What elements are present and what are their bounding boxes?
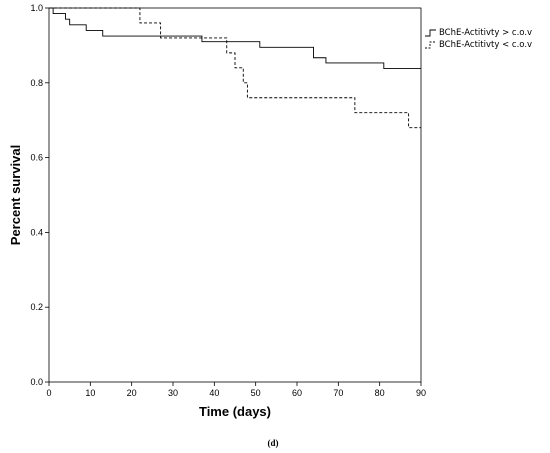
y-axis-title: Percent survival (8, 145, 23, 245)
x-tick-label: 0 (46, 388, 51, 398)
x-tick-label: 40 (209, 388, 219, 398)
y-tick-label: 0.6 (30, 153, 43, 163)
legend-label-2: BChE-Actitivty < c.o.v (439, 40, 532, 50)
y-tick-label: 1.0 (30, 3, 43, 13)
y-tick-label: 0.2 (30, 302, 43, 312)
y-axis: 0.0 0.2 0.4 0.6 0.8 1.0 (30, 3, 49, 387)
legend-label-1: BChE-Actitivty > c.o.v (439, 28, 532, 38)
x-tick-label: 80 (375, 388, 385, 398)
plot-frame (48, 7, 422, 383)
y-tick-label: 0.4 (30, 227, 43, 237)
x-tick-label: 20 (127, 388, 137, 398)
x-axis-title: Time (days) (199, 404, 271, 419)
series-line-1 (49, 7, 421, 70)
x-tick-label: 60 (292, 388, 302, 398)
x-tick-label: 90 (416, 388, 426, 398)
legend: BChE-Actitivty > c.o.v BChE-Actitivty < c… (425, 28, 532, 50)
legend-swatch-1 (425, 29, 436, 37)
x-tick-label: 30 (168, 388, 178, 398)
x-tick-label: 70 (333, 388, 343, 398)
legend-swatch-2 (425, 41, 436, 49)
y-tick-label: 0.8 (30, 78, 43, 88)
x-tick-label: 10 (85, 388, 95, 398)
series-line-2 (49, 7, 421, 129)
x-tick-label: 50 (251, 388, 261, 398)
x-axis: 0 10 20 30 40 50 60 70 80 90 (46, 382, 426, 398)
y-tick-label: 0.0 (30, 377, 43, 387)
series-layer (49, 7, 421, 129)
panel-label: (d) (268, 438, 279, 448)
